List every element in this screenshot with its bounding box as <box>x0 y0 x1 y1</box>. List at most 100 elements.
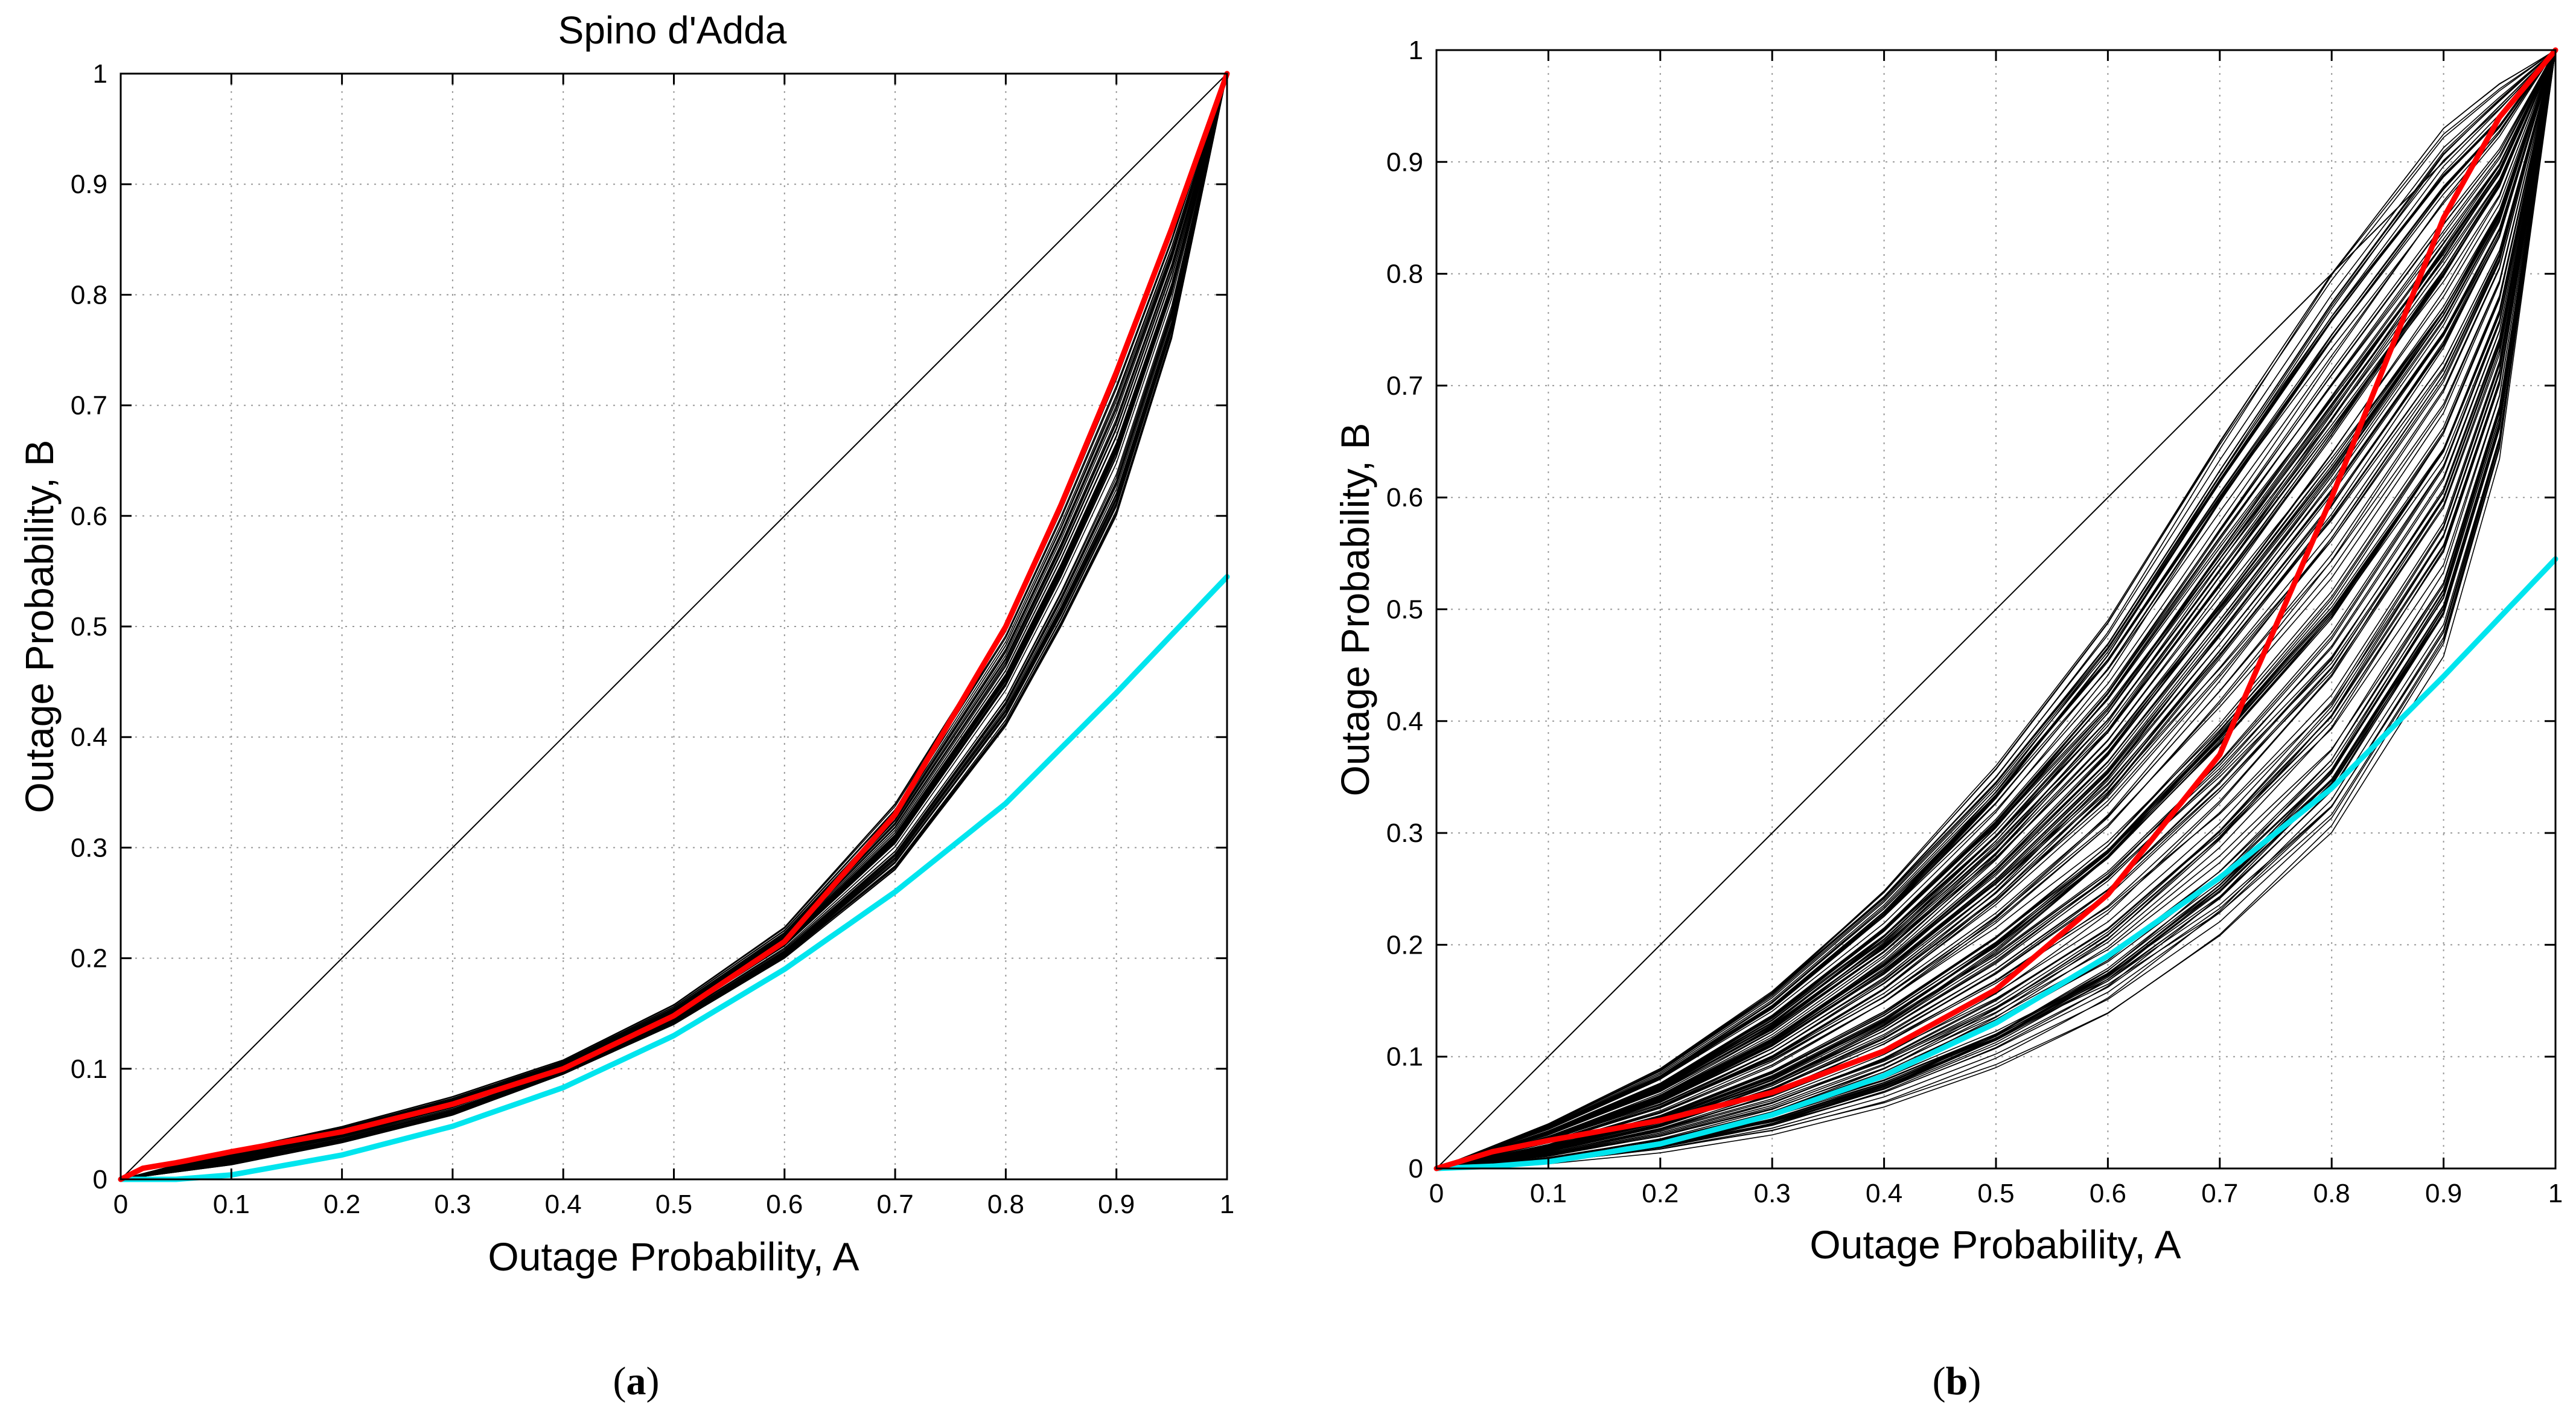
ensemble-curve <box>1436 49 2556 1169</box>
panel-b-y-axis-label: Outage Probability, B <box>1333 423 1377 797</box>
panel-b-x-axis-label: Outage Probability, A <box>1809 1222 2181 1267</box>
ensemble-curve <box>120 73 1228 1180</box>
x-tick-label: 0.1 <box>213 1190 250 1219</box>
panel-a-x-axis-label: Outage Probability, A <box>488 1234 859 1279</box>
panel-a-caption-letter: a <box>626 1359 646 1403</box>
ensemble-curve <box>1436 49 2556 1169</box>
x-tick-label: 0 <box>1429 1179 1444 1208</box>
ensemble-curve <box>1436 49 2556 1169</box>
x-tick-label: 0.8 <box>987 1190 1024 1219</box>
ensemble-curve <box>1436 49 2556 1169</box>
x-tick-label: 0.2 <box>324 1190 360 1219</box>
ensemble-curve <box>1436 49 2556 1169</box>
y-tick-label: 0.7 <box>1386 371 1423 401</box>
ensemble-curve <box>1436 49 2556 1169</box>
ensemble-curve <box>1436 49 2556 1169</box>
ensemble-curve <box>1436 49 2556 1169</box>
x-tick-label: 0.3 <box>434 1190 471 1219</box>
ensemble-curve <box>1436 49 2556 1169</box>
x-tick-label: 0.5 <box>1977 1179 2014 1208</box>
ensemble-curve <box>120 73 1228 1180</box>
panel-b-caption: (b) <box>1933 1359 1981 1403</box>
ensemble-curve <box>1436 49 2556 1169</box>
x-tick-label: 0.8 <box>2313 1179 2350 1208</box>
y-tick-label: 0.1 <box>71 1054 107 1084</box>
x-tick-label: 0.4 <box>1866 1179 1902 1208</box>
x-tick-label: 0.7 <box>877 1190 914 1219</box>
ensemble-curve <box>1436 49 2556 1169</box>
ensemble-curve <box>1436 49 2556 1169</box>
panel-a-y-axis-label: Outage Probability, B <box>17 440 62 814</box>
panel-b-x-ticks: 0 0.1 0.2 0.3 0.4 0.5 0.6 0.7 0.8 0.9 1 <box>1429 50 2563 1208</box>
panel-a-x-ticks: 0 0.1 0.2 0.3 0.4 0.5 0.6 0.7 0.8 0.9 1 <box>113 74 1234 1219</box>
y-tick-label: 0.6 <box>1386 483 1423 512</box>
panel-b-caption-open: ( <box>1933 1359 1946 1403</box>
y-tick-label: 0.3 <box>71 833 107 862</box>
panel-a-series <box>118 71 1230 1182</box>
y-tick-label: 0.9 <box>1386 147 1423 177</box>
ensemble-curve <box>1436 49 2556 1169</box>
ensemble-curve <box>1436 49 2556 1169</box>
ensemble-curve <box>1436 49 2556 1169</box>
ensemble-curve <box>1436 49 2556 1169</box>
panel-b-caption-letter: b <box>1946 1359 1968 1403</box>
x-tick-label: 0.3 <box>1754 1179 1791 1208</box>
ensemble-curve <box>1436 49 2556 1169</box>
ensemble-curve <box>1436 49 2556 1169</box>
diagonal-line <box>120 73 1228 1180</box>
y-tick-label: 0.1 <box>1386 1042 1423 1072</box>
ensemble-curve <box>1436 49 2556 1169</box>
y-tick-label: 0 <box>93 1165 107 1194</box>
diagonal-line <box>1436 49 2556 1169</box>
y-tick-label: 0.4 <box>1386 707 1423 736</box>
y-tick-label: 0.5 <box>1386 595 1423 625</box>
panel-a-ensemble <box>120 73 1228 1180</box>
cyan-curve <box>118 574 1230 1182</box>
x-tick-label: 0.4 <box>545 1190 582 1219</box>
panel-b-series <box>1433 47 2558 1171</box>
ensemble-curve <box>1436 49 2556 1169</box>
ensemble-curve <box>1436 49 2556 1169</box>
ensemble-curve <box>120 73 1228 1180</box>
y-tick-label: 0.2 <box>71 944 107 974</box>
ensemble-curve <box>1436 49 2556 1169</box>
x-tick-label: 0.9 <box>2425 1179 2462 1208</box>
ensemble-curve <box>1436 49 2556 1169</box>
panel-a-grid <box>121 74 1227 1179</box>
x-tick-label: 0.5 <box>655 1190 692 1219</box>
ensemble-curve <box>1436 49 2556 1169</box>
y-tick-label: 0.8 <box>1386 260 1423 289</box>
ensemble-curve <box>1436 49 2556 1169</box>
cyan-curve <box>1433 556 2558 1171</box>
ensemble-curve <box>1436 49 2556 1169</box>
ensemble-curve <box>1436 49 2556 1169</box>
red-curve <box>1433 47 2558 1171</box>
y-tick-label: 0.3 <box>1386 818 1423 848</box>
ensemble-curve <box>1436 49 2556 1169</box>
x-tick-label: 0.6 <box>2090 1179 2126 1208</box>
panel-a: Spino d'Adda 0 0.1 0.2 0.3 0.4 0.5 0.6 0.7 0.8 0.… <box>17 8 1234 1403</box>
x-tick-label: 1 <box>1220 1190 1234 1219</box>
ensemble-curve <box>1436 49 2556 1169</box>
y-tick-label: 1 <box>93 59 107 89</box>
ensemble-curve <box>1436 49 2556 1169</box>
ensemble-curve <box>1436 49 2556 1169</box>
x-tick-label: 0.7 <box>2201 1179 2238 1208</box>
y-tick-label: 0.9 <box>71 170 107 199</box>
panel-a-y-ticks: 0 0.1 0.2 0.3 0.4 0.5 0.6 0.7 0.8 0.9 1 <box>71 59 1227 1194</box>
ensemble-curve <box>1436 49 2556 1169</box>
panel-a-caption-open: ( <box>613 1359 626 1403</box>
y-tick-label: 0.7 <box>71 391 107 421</box>
ensemble-curve <box>1436 49 2556 1169</box>
x-tick-label: 0 <box>113 1190 128 1219</box>
y-tick-label: 0.5 <box>71 612 107 642</box>
y-tick-label: 0.2 <box>1386 930 1423 960</box>
panel-b: 0 0.1 0.2 0.3 0.4 0.5 0.6 0.7 0.8 0.9 1 0 0.1 0.2 0.3… <box>1333 36 2563 1403</box>
y-tick-label: 0 <box>1409 1154 1423 1184</box>
x-tick-label: 0.2 <box>1642 1179 1679 1208</box>
x-tick-label: 0.6 <box>766 1190 803 1219</box>
x-tick-label: 0.1 <box>1530 1179 1567 1208</box>
panel-a-caption-close: ) <box>646 1359 660 1403</box>
red-curve <box>118 71 1230 1182</box>
